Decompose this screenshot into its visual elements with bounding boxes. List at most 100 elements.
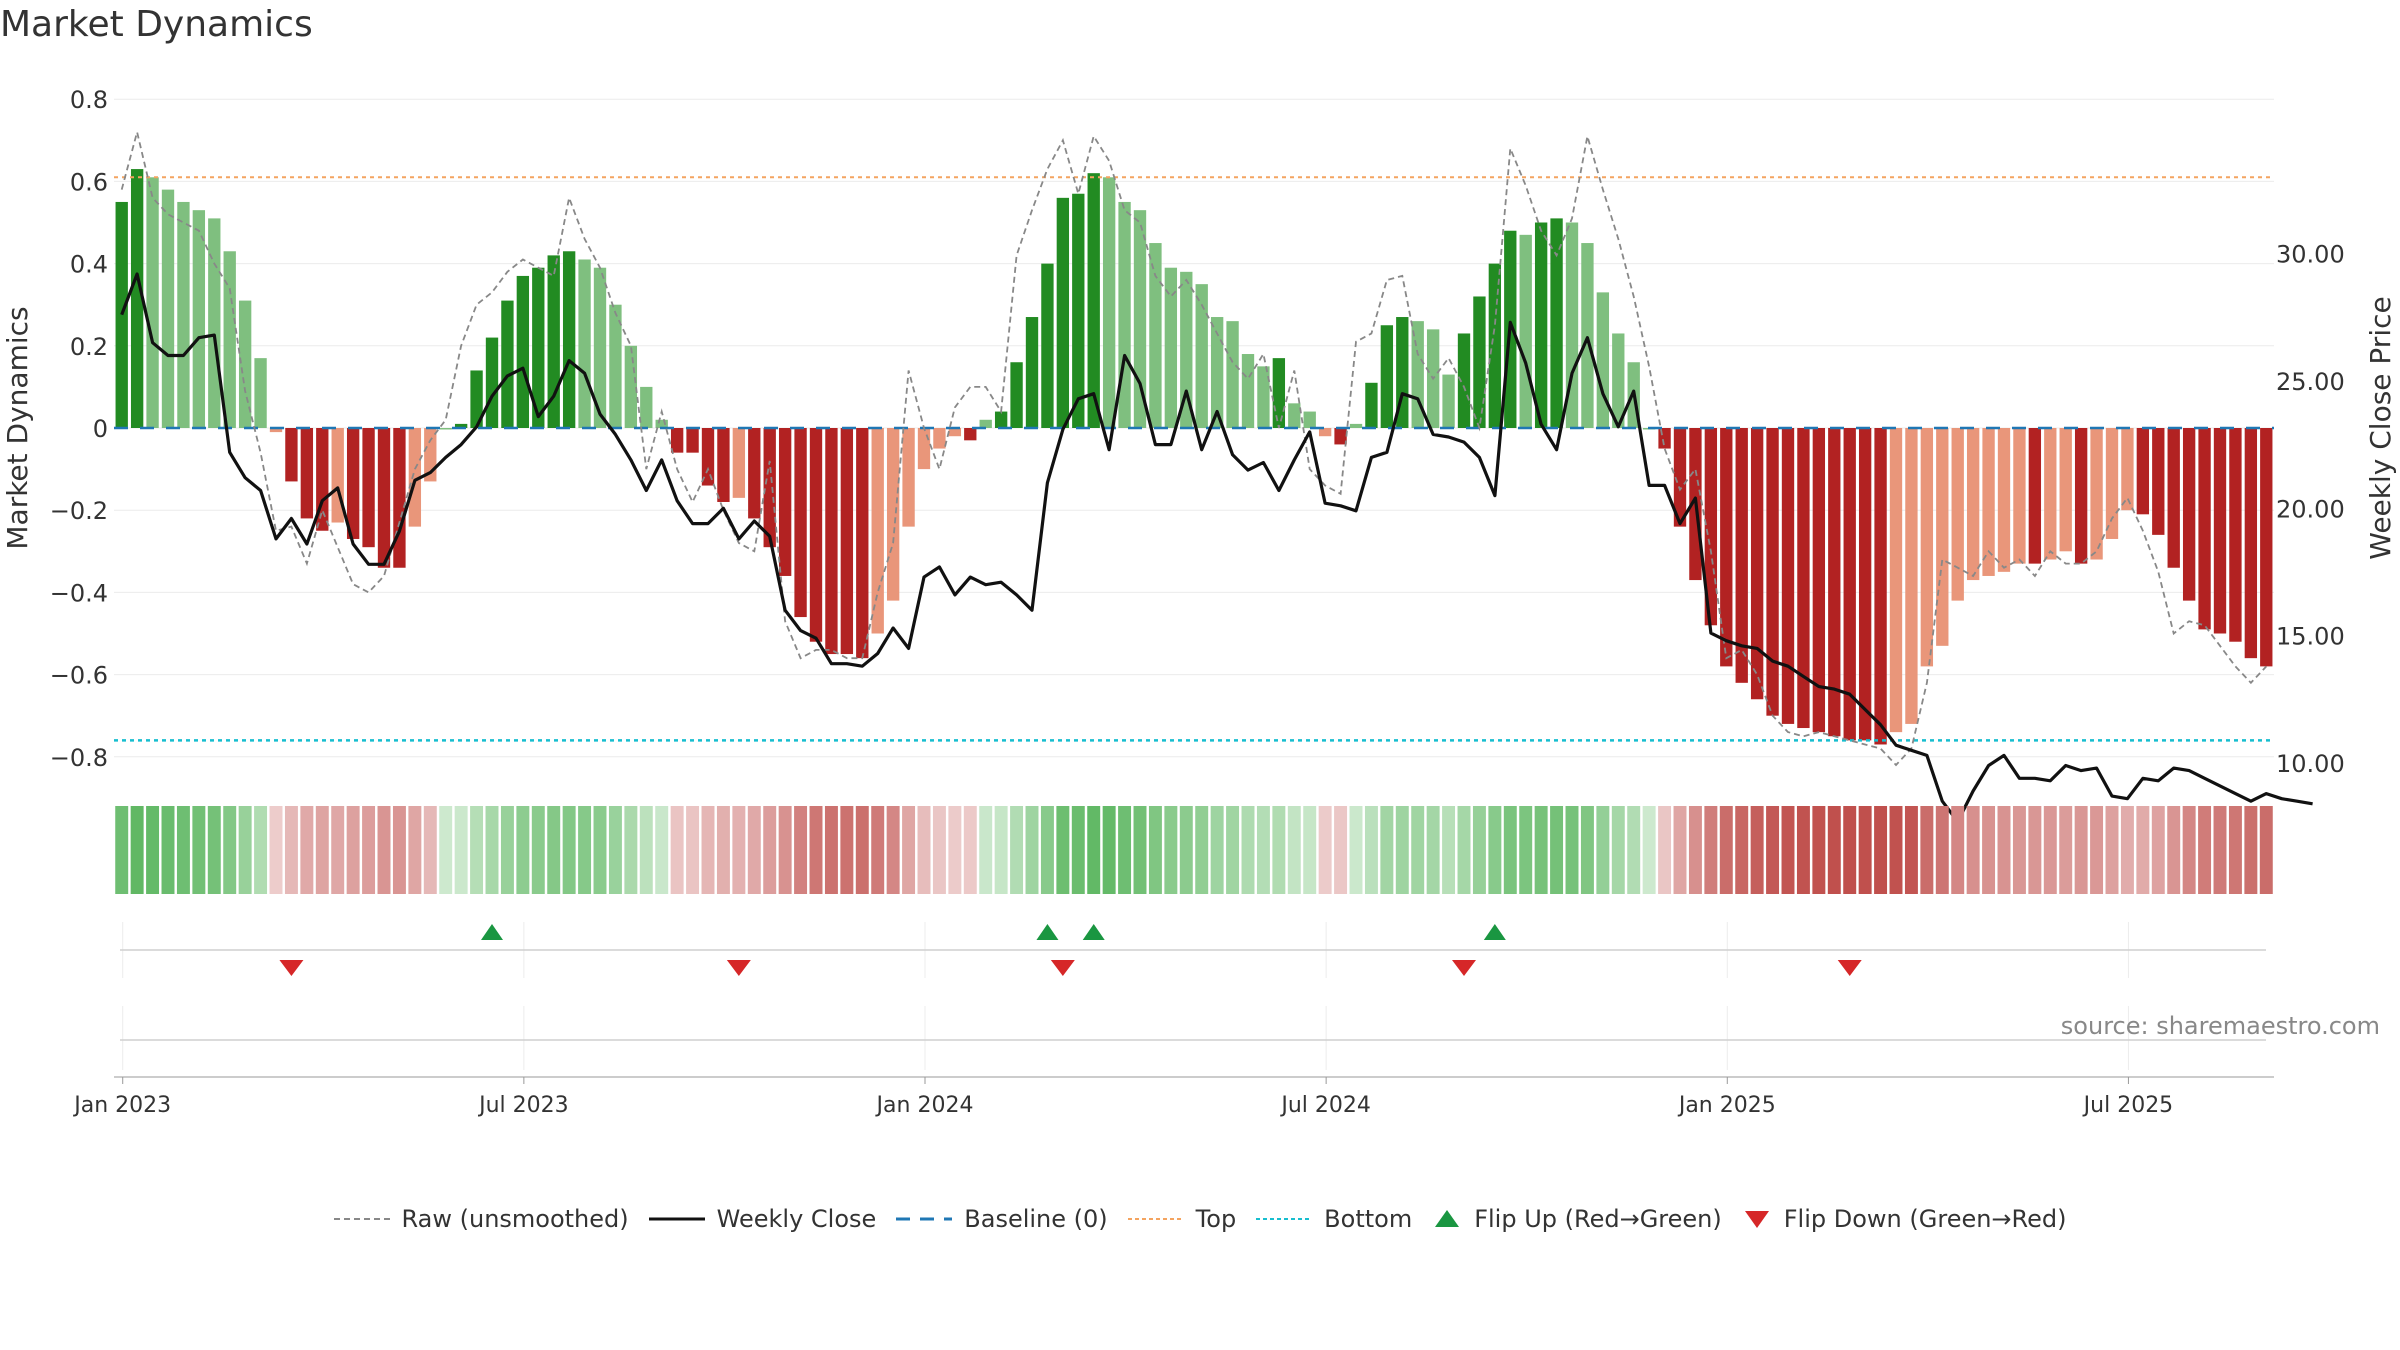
bar [1982, 428, 1995, 576]
strip-cell [1457, 806, 1471, 894]
bar [516, 275, 530, 428]
strip-cell [1766, 806, 1780, 894]
dashed-line-icon [333, 1218, 390, 1220]
flip-down-marker [726, 960, 751, 976]
bar [1766, 428, 1779, 716]
y2-tick-label: 15.00 [2276, 623, 2345, 651]
flip-up-marker [1483, 924, 1506, 940]
strip-cell [932, 806, 946, 894]
bar [624, 345, 638, 428]
strip-cell [2151, 806, 2165, 894]
bar [1010, 362, 1023, 428]
strip-cell [1889, 806, 1903, 894]
strip-cell [269, 806, 283, 894]
bar [2059, 428, 2072, 552]
strip-cell [2105, 806, 2119, 894]
strip-cell [1611, 806, 1625, 894]
bar [748, 428, 761, 519]
strip-cell [1719, 806, 1733, 894]
legend-item-close: Weekly Close [648, 1205, 876, 1233]
bar [300, 428, 314, 519]
strip-cell [778, 806, 792, 894]
bar [1550, 218, 1563, 428]
bar [1797, 428, 1810, 729]
strip-cell [824, 806, 838, 894]
bar [1966, 428, 1980, 581]
strip-cell [531, 806, 545, 894]
strip-cell [1071, 806, 1085, 894]
bar [593, 267, 607, 428]
strip-cell [1442, 806, 1456, 894]
strip-cell [1303, 806, 1317, 894]
x-tick-label: Jul 2023 [477, 1093, 569, 1118]
strip-cell [1550, 806, 1564, 894]
bar [254, 358, 267, 428]
strip-cell [1812, 806, 1826, 894]
strip-cell [454, 806, 468, 894]
strip-cell [1920, 806, 1934, 894]
dotted-line-icon [1256, 1218, 1313, 1220]
bar [2213, 428, 2227, 634]
strip-cell [1982, 806, 1996, 894]
bar [1226, 321, 1239, 428]
strip-cell [192, 806, 206, 894]
bar [778, 428, 792, 576]
bar [1334, 428, 1347, 445]
strip-cell [115, 806, 129, 894]
y-tick-label: −0.2 [50, 497, 108, 525]
y-tick-label: 0.4 [70, 251, 108, 279]
strip-cell [1874, 806, 1888, 894]
strip-cell [855, 806, 869, 894]
strip-cell [716, 806, 730, 894]
bar [701, 428, 715, 486]
bar [1874, 428, 1887, 745]
y-axis-left: 0.8 0.6 0.4 0.2 0 −0.2 −0.4 −0.6 −0.8 [50, 86, 108, 772]
strip-cell [917, 806, 931, 894]
y2-axis-label: Weekly Close Price [2364, 296, 2397, 559]
bar [2090, 428, 2103, 560]
strip-cell [1534, 806, 1548, 894]
flip-up-marker [481, 924, 503, 940]
legend-item-baseline: Baseline (0) [896, 1205, 1108, 1233]
flip-down-marker [1050, 960, 1075, 976]
bar [794, 428, 807, 618]
strip-cell [377, 806, 391, 894]
bar [964, 428, 977, 441]
y2-tick-label: 30.00 [2276, 241, 2345, 269]
strip-cell [763, 806, 777, 894]
bar [285, 428, 298, 482]
x-tick-label: Jan 2024 [875, 1093, 974, 1118]
bar [454, 423, 468, 428]
bar [238, 300, 252, 428]
strip-cell [732, 806, 746, 894]
bar [346, 428, 360, 539]
strip-cell [1040, 806, 1054, 894]
strip-cell [2012, 806, 2026, 894]
strip-cell [1565, 806, 1579, 894]
bar [1781, 428, 1795, 724]
bar [2074, 428, 2088, 564]
solid-line-icon [648, 1217, 705, 1221]
bar [2167, 428, 2180, 568]
bar [2229, 428, 2242, 642]
bar [655, 419, 668, 428]
bar [640, 386, 653, 428]
bar [917, 428, 931, 470]
strip-cell [1827, 806, 1841, 894]
bar [547, 255, 560, 428]
flip-down-marker [279, 960, 304, 976]
bar [192, 210, 206, 428]
strip-cell [1519, 806, 1533, 894]
flip-markers-panel [114, 922, 2274, 1078]
bar [609, 304, 622, 428]
source-attribution: source: sharemaestro.com [2060, 1012, 2380, 1040]
bar [1534, 222, 1548, 428]
y2-tick-label: 20.00 [2276, 495, 2345, 523]
strip-cell [2182, 806, 2196, 894]
strip-cell [902, 806, 916, 894]
bar [377, 428, 391, 568]
strip-cell [871, 806, 885, 894]
strip-cell [1195, 806, 1209, 894]
bar [115, 201, 128, 428]
bar [223, 251, 236, 428]
